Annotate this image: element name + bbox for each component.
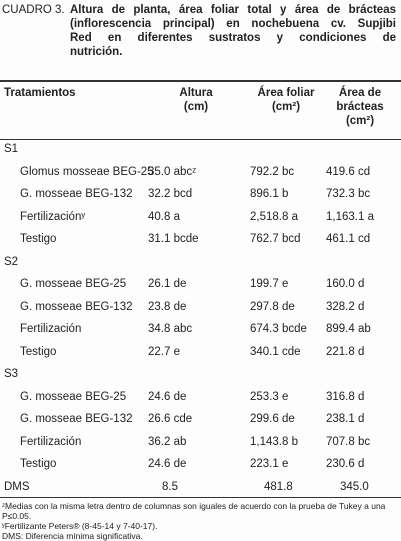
column-header: brácteas bbox=[336, 101, 384, 113]
bottom-rule bbox=[0, 497, 401, 498]
footnote: DMS: Diferencia mínima significativa. bbox=[2, 531, 143, 541]
footer-label: DMS bbox=[4, 481, 30, 493]
header-rule bbox=[0, 139, 401, 140]
cell-value: 1,143.8 b bbox=[250, 435, 298, 448]
cell-value: 461.1 cd bbox=[326, 233, 371, 245]
cell-value: 230.6 d bbox=[326, 458, 365, 470]
treatment: G. mosseae BEG-132 bbox=[20, 413, 133, 425]
column-header: Área de bbox=[338, 87, 382, 99]
cell-value: 26.6 cde bbox=[148, 413, 193, 425]
treatment: Fertilizaciónʸ bbox=[20, 210, 86, 223]
cell-value: 792.2 bc bbox=[250, 165, 295, 178]
treatment: Glomus mosseae BEG-25 bbox=[20, 165, 154, 178]
cell-value: 253.3 e bbox=[250, 390, 289, 403]
cell-value: 297.8 de bbox=[250, 300, 295, 313]
column-header: Altura bbox=[179, 87, 213, 99]
cell-value: 34.8 abc bbox=[148, 323, 193, 335]
treatment: Testigo bbox=[20, 233, 57, 245]
treatment: Fertilización bbox=[20, 323, 82, 335]
cell-value: 22.7 e bbox=[148, 345, 180, 358]
cell-value: 223.1 e bbox=[250, 458, 289, 470]
treatment: G. mosseae BEG-132 bbox=[20, 300, 133, 313]
cell-value: 481.8 bbox=[264, 481, 293, 493]
treatment: G. mosseae BEG-132 bbox=[20, 188, 133, 200]
column-header: Tratamientos bbox=[4, 87, 76, 99]
cell-value: 732.3 bc bbox=[326, 188, 371, 200]
cell-value: 2,518.8 a bbox=[250, 210, 298, 223]
cell-value: 160.0 d bbox=[326, 278, 365, 290]
cell-value: 24.6 de bbox=[148, 390, 187, 403]
cell-value: 899.4 ab bbox=[326, 323, 371, 335]
column-header: Área foliar bbox=[257, 87, 315, 99]
column-header: (cm²) bbox=[345, 115, 375, 127]
cell-value: 40.8 a bbox=[148, 210, 180, 223]
cell-value: 896.1 b bbox=[250, 188, 289, 200]
top-rule bbox=[0, 80, 401, 82]
cell-value: 35.0 abcᶻ bbox=[148, 165, 197, 178]
cell-value: 26.1 de bbox=[148, 278, 187, 290]
column-header: (cm) bbox=[183, 101, 209, 113]
cell-value: 31.1 bcde bbox=[148, 233, 199, 245]
cell-value: 36.2 ab bbox=[148, 435, 187, 448]
title-line: (inflorescencia principal) en nochebuena… bbox=[70, 18, 396, 30]
title-line: nutrición. bbox=[70, 46, 123, 58]
cell-value: 340.1 cde bbox=[250, 345, 301, 358]
title-label: CUADRO 3. bbox=[2, 4, 65, 16]
treatment: G. mosseae BEG-25 bbox=[20, 390, 127, 403]
treatment: Testigo bbox=[20, 458, 57, 470]
cell-value: 345.0 bbox=[340, 481, 369, 493]
group-label: S3 bbox=[4, 368, 19, 380]
cell-value: 674.3 bcde bbox=[250, 323, 307, 335]
footnote: ʸFertilizante Peters® (8-45-14 y 7-40-17… bbox=[2, 521, 158, 531]
cell-value: 419.6 cd bbox=[326, 165, 371, 178]
cell-value: 328.2 d bbox=[326, 300, 365, 313]
cell-value: 23.8 de bbox=[148, 300, 187, 313]
cell-value: 316.8 d bbox=[326, 390, 365, 403]
treatment: Testigo bbox=[20, 345, 57, 358]
treatment: Fertilización bbox=[20, 435, 82, 448]
cell-value: 299.6 de bbox=[250, 413, 295, 425]
title-line: Red en diferentes sustratos y condicione… bbox=[70, 32, 396, 44]
treatment: G. mosseae BEG-25 bbox=[20, 278, 127, 290]
cell-value: 707.8 bc bbox=[326, 435, 371, 448]
group-label: S1 bbox=[4, 143, 19, 155]
column-header: (cm²) bbox=[271, 101, 301, 113]
cell-value: 8.5 bbox=[162, 481, 178, 493]
title-line: Altura de planta, área foliar total y ár… bbox=[70, 4, 396, 16]
cell-value: 199.7 e bbox=[250, 278, 289, 290]
cell-value: 1,163.1 a bbox=[326, 210, 374, 223]
cell-value: 32.2 bcd bbox=[148, 188, 193, 200]
cell-value: 221.8 d bbox=[326, 345, 365, 358]
footnote: ᶻMedias con la misma letra dentro de col… bbox=[2, 501, 386, 521]
cell-value: 762.7 bcd bbox=[250, 233, 301, 245]
cell-value: 238.1 d bbox=[326, 413, 365, 425]
group-label: S2 bbox=[4, 255, 19, 268]
cell-value: 24.6 de bbox=[148, 458, 187, 470]
